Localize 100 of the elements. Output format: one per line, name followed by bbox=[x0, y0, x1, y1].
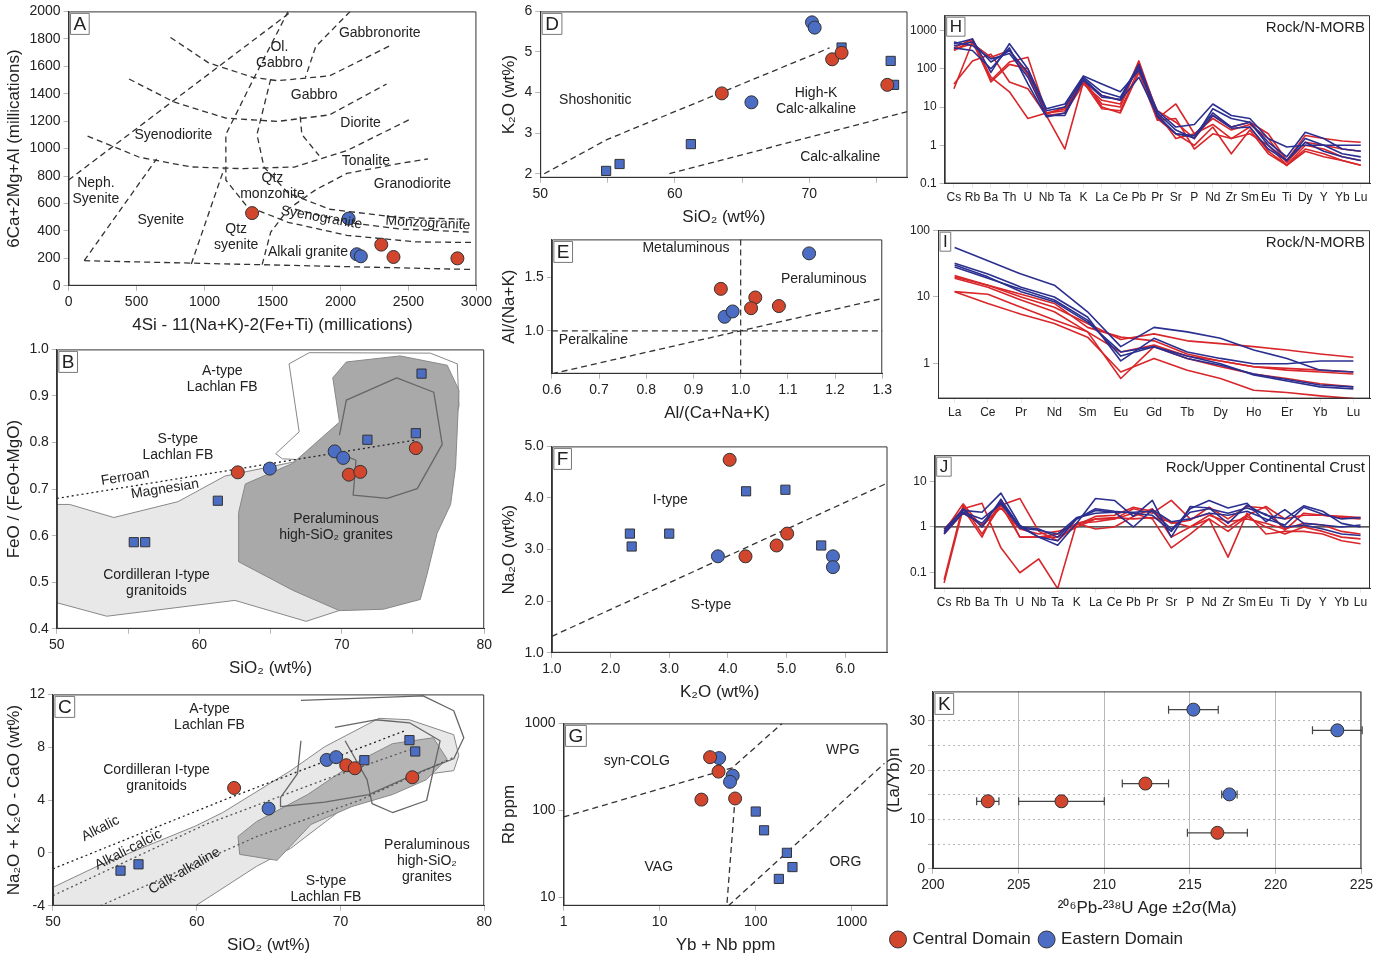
x-tick-label: Er bbox=[1280, 405, 1293, 420]
x-tick-label: Nd bbox=[1205, 190, 1221, 205]
y-tick-label: 1400 bbox=[29, 84, 61, 101]
x-tick-label: La bbox=[947, 405, 962, 420]
annotation: I-type bbox=[652, 490, 689, 507]
annotation: Metaluminous bbox=[642, 238, 730, 255]
x-axis-title: SiO₂ (wt%) bbox=[227, 935, 311, 955]
y-tick-label: 0.1 bbox=[909, 565, 927, 580]
x-tick-label: 220 bbox=[1263, 876, 1288, 893]
y-axis-title: Na₂O (wt%) bbox=[498, 504, 518, 595]
annotation: ORG bbox=[829, 852, 862, 869]
x-tick-label: Y bbox=[1319, 190, 1328, 205]
y-tick-label: 1000 bbox=[909, 22, 938, 37]
y-tick-label: 1 bbox=[923, 356, 931, 371]
x-tick-label: 500 bbox=[124, 293, 149, 310]
x-tick-label: 205 bbox=[1006, 876, 1031, 893]
x-tick-label: Ce bbox=[980, 405, 996, 420]
x-tick-label: 4.0 bbox=[718, 660, 738, 677]
x-tick-label: Ta bbox=[1058, 190, 1072, 205]
x-axis-title: SiO₂ (wt%) bbox=[228, 658, 313, 678]
x-tick-label: K bbox=[1072, 595, 1081, 610]
chart-title: H bbox=[949, 17, 962, 37]
annotation: Syenite bbox=[137, 211, 185, 228]
x-tick-label: Y bbox=[1318, 595, 1327, 610]
y-tick-label: 0 bbox=[37, 843, 46, 860]
x-tick-label: Eu bbox=[1113, 405, 1129, 420]
x-axis-title: K₂O (wt%) bbox=[680, 682, 760, 702]
x-tick-label: U bbox=[1023, 190, 1033, 205]
y-axis-title: K₂O (wt%) bbox=[498, 54, 518, 135]
y-axis-title: Al/(Na+K) bbox=[498, 269, 518, 344]
x-tick-label: Pb bbox=[1126, 595, 1142, 610]
y-tick-label: 0.5 bbox=[29, 573, 50, 590]
y-tick-label: 1.0 bbox=[524, 321, 545, 338]
y-tick-label: 3 bbox=[524, 124, 533, 141]
y-axis-title: FeO / (FeO+MgO) bbox=[3, 419, 23, 559]
x-tick-label: U bbox=[1015, 595, 1025, 610]
y-tick-label: 0.4 bbox=[29, 619, 50, 636]
x-tick-label: Pr bbox=[1015, 405, 1028, 420]
x-tick-label: La bbox=[1095, 190, 1109, 205]
x-tick-label: Cs bbox=[936, 595, 952, 610]
y-tick-label: 30 bbox=[909, 711, 926, 728]
annotation: VAG bbox=[644, 857, 674, 874]
x-tick-label: 3.0 bbox=[659, 660, 680, 677]
x-tick-label: Ho bbox=[1246, 405, 1262, 420]
annotation: Cordilleran I-type granitoids bbox=[103, 566, 210, 599]
y-tick-label: 1800 bbox=[29, 29, 61, 46]
y-tick-label: 1000 bbox=[29, 139, 61, 156]
chart-title: F bbox=[556, 448, 569, 470]
chart-subtitle: Rock/N-MORB bbox=[1265, 18, 1365, 36]
x-tick-label: Eu bbox=[1260, 190, 1276, 205]
x-tick-label: Sm bbox=[1240, 190, 1259, 205]
x-tick-label: 1.0 bbox=[730, 381, 751, 398]
x-axis-title: Al/(Ca+Na+K) bbox=[664, 403, 770, 423]
x-tick-label: 1500 bbox=[256, 293, 289, 310]
x-tick-label: Ta bbox=[1051, 595, 1065, 610]
x-tick-label: Gd bbox=[1146, 405, 1163, 420]
y-tick-label: 20 bbox=[909, 761, 926, 778]
y-tick-label: 0.6 bbox=[29, 526, 50, 543]
x-axis-title: SiO₂ (wt%) bbox=[682, 207, 766, 227]
y-tick-label: 4 bbox=[524, 83, 533, 100]
y-tick-label: 0.8 bbox=[29, 433, 50, 450]
x-tick-label: 0 bbox=[64, 293, 73, 310]
y-tick-label: 1.0 bbox=[29, 340, 50, 357]
y-tick-label: 600 bbox=[37, 194, 61, 211]
x-tick-label: 6.0 bbox=[835, 660, 856, 677]
y-tick-label: 4.0 bbox=[524, 488, 545, 505]
chart-title: K bbox=[937, 693, 951, 715]
y-tick-label: 10 bbox=[539, 888, 556, 905]
y-tick-label: 100 bbox=[532, 801, 556, 818]
x-tick-label: 70 bbox=[333, 636, 350, 653]
annotation: Alkali granite bbox=[267, 242, 349, 259]
chart-title: C bbox=[57, 696, 72, 718]
y-tick-label: 1 bbox=[930, 137, 938, 152]
x-tick-label: 0.9 bbox=[683, 381, 704, 398]
x-axis-title: ²⁰⁶Pb-²³⁸U Age ±2σ(Ma) bbox=[1057, 898, 1237, 918]
x-tick-label: Lu bbox=[1346, 405, 1361, 420]
x-tick-label: Nd bbox=[1201, 595, 1217, 610]
annotation: Peraluminous bbox=[780, 270, 867, 287]
y-tick-label: 1600 bbox=[29, 57, 61, 74]
x-tick-label: 215 bbox=[1178, 876, 1202, 893]
x-tick-label: Pb bbox=[1131, 190, 1147, 205]
annotation: Qtz syenite bbox=[214, 219, 259, 252]
y-tick-label: 1000 bbox=[524, 714, 556, 731]
annotation: A-type Lachlan FB bbox=[174, 699, 245, 732]
x-tick-label: 1000 bbox=[836, 913, 868, 930]
x-tick-label: Eu bbox=[1258, 595, 1274, 610]
y-tick-label: 100 bbox=[909, 222, 931, 237]
x-tick-label: Zr bbox=[1222, 595, 1234, 610]
annotation: Ol. Gabbro bbox=[256, 37, 303, 70]
x-tick-label: Sm bbox=[1078, 405, 1097, 420]
x-axis-title: Yb + Nb ppm bbox=[675, 935, 776, 955]
x-tick-label: 1.2 bbox=[825, 381, 846, 398]
x-tick-label: 0.7 bbox=[589, 381, 609, 398]
y-tick-label: 5.0 bbox=[524, 437, 545, 454]
y-tick-label: 800 bbox=[37, 166, 61, 183]
chart-title: G bbox=[568, 725, 584, 747]
annotation: Peraluminous high-SiO₂ granites bbox=[384, 835, 470, 884]
annotation: S-type bbox=[690, 595, 732, 612]
annotation: Qtz monzonite bbox=[240, 169, 305, 202]
x-tick-label: 210 bbox=[1092, 876, 1117, 893]
